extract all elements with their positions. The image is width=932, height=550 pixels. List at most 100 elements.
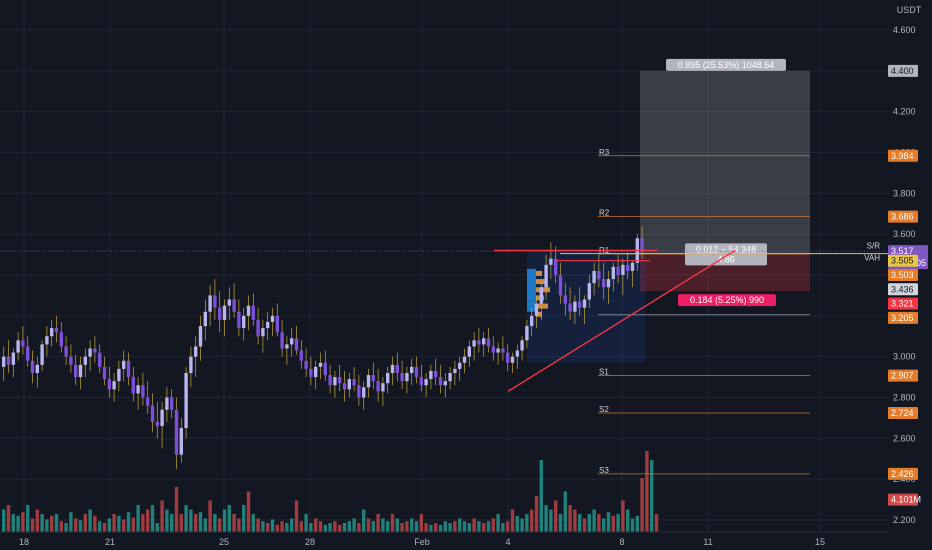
candle-body [122,360,126,369]
volume-bar [237,518,241,532]
pivot-label-s3: S3 [599,466,609,475]
candle-body [443,381,447,386]
candle-body [112,381,116,390]
candle-body [136,385,140,394]
long-position-tool[interactable]: 0.895 (25.53%) 1048.64 0.012 ~ 54.3484.86… [527,58,810,363]
candle-body [218,307,222,320]
candle-body [232,299,236,312]
volume-bar [285,523,289,532]
candle-body [194,346,198,357]
volume-profile-bar [536,270,542,276]
volume-bar [467,523,471,532]
candle-body [544,264,548,288]
candle-body [376,381,380,392]
candle-body [386,373,390,384]
price-badge-bg [888,407,918,420]
candle-body [549,258,553,265]
volume-bar [501,523,505,532]
volume-bar [597,514,601,532]
candle-body [626,264,630,271]
candle-body [35,364,39,373]
volume-bar [626,509,630,532]
volume-profile-value-area [527,268,536,312]
volume-bar [266,523,270,532]
sr-label: S/R [867,241,881,250]
candle-body [69,356,73,365]
candle-body [611,266,615,280]
time-tick-label: 11 [703,537,712,547]
volume-bar [630,518,635,532]
volume-bar [438,524,443,532]
price-tick-label: 2.800 [893,393,916,403]
stop-note-text: 0.184 (5.25%) 990 [690,295,764,305]
time-tick-label: 15 [815,537,825,547]
price-badge-poc: 3.436 [888,283,918,296]
price-tick-label: 3.800 [893,188,916,198]
volume-bar [635,515,639,532]
price-tick-label: 3.600 [893,229,916,239]
candle-body [568,303,572,312]
candle-body [88,348,92,357]
candle-body [126,360,131,378]
volume-bar [218,518,222,532]
price-badge-bg [888,283,918,296]
candle-body [304,360,308,369]
price-badges: 4.4003.9843.6863.51702:19:053.5053.5033.… [888,64,928,506]
time-axis[interactable]: 18 21 25 28 Feb 4 8 11 15 [0,531,888,547]
candle-body [491,346,495,353]
price-tick-label: 3.000 [893,352,916,362]
candle-body [616,266,620,275]
trendline-drawings[interactable] [494,249,736,392]
candle-body [170,397,174,410]
volume-bar [568,505,572,532]
volume-bar [611,515,615,532]
volume-bar [83,514,87,532]
candle-body [275,315,279,333]
volume-bar [582,518,587,532]
volume-bar [386,521,390,532]
volume-bar [251,514,255,532]
candle-body [366,375,371,388]
volume-bar [400,523,404,532]
volume-bar [429,524,433,532]
volume-bar [602,518,606,532]
volume-bar [88,509,92,532]
volume-bar [122,519,126,532]
volume-bar [160,500,164,532]
price-badge-text: 3.984 [891,151,914,161]
candle-body [314,366,318,378]
candle-body [453,368,457,373]
volume-bar [45,519,49,532]
candle-body [328,375,332,386]
price-badge-s2: 2.724 [888,407,918,420]
candle-body [558,275,563,296]
volume-bar [2,509,6,532]
volume-bar [654,514,659,532]
pivot-label-s1: S1 [599,368,609,377]
volume-bar [520,518,524,532]
candle-body [357,385,361,398]
candle-body [280,332,284,349]
candle-body [486,338,491,347]
volume-bar [462,521,467,532]
ascending-trendline[interactable] [507,249,736,392]
candle-body [299,350,303,361]
price-tick-label: 2.600 [893,433,916,443]
candle-body [165,397,169,410]
volume-bar [78,520,83,532]
candle-body [424,379,428,386]
volume-bar [184,505,188,532]
price-badge-target: 4.400 [888,64,918,77]
volume-bar [299,521,303,532]
volume-bar [544,505,548,532]
volume-bar [496,514,500,532]
candle-body [563,295,567,304]
volume-bar [606,512,611,532]
price-badge-text: 3.505 [891,256,914,266]
target-note-text: 0.895 (25.53%) 1048.64 [678,60,775,70]
candle-body [266,321,270,329]
candle-body [323,362,327,376]
candle-body [16,340,20,353]
